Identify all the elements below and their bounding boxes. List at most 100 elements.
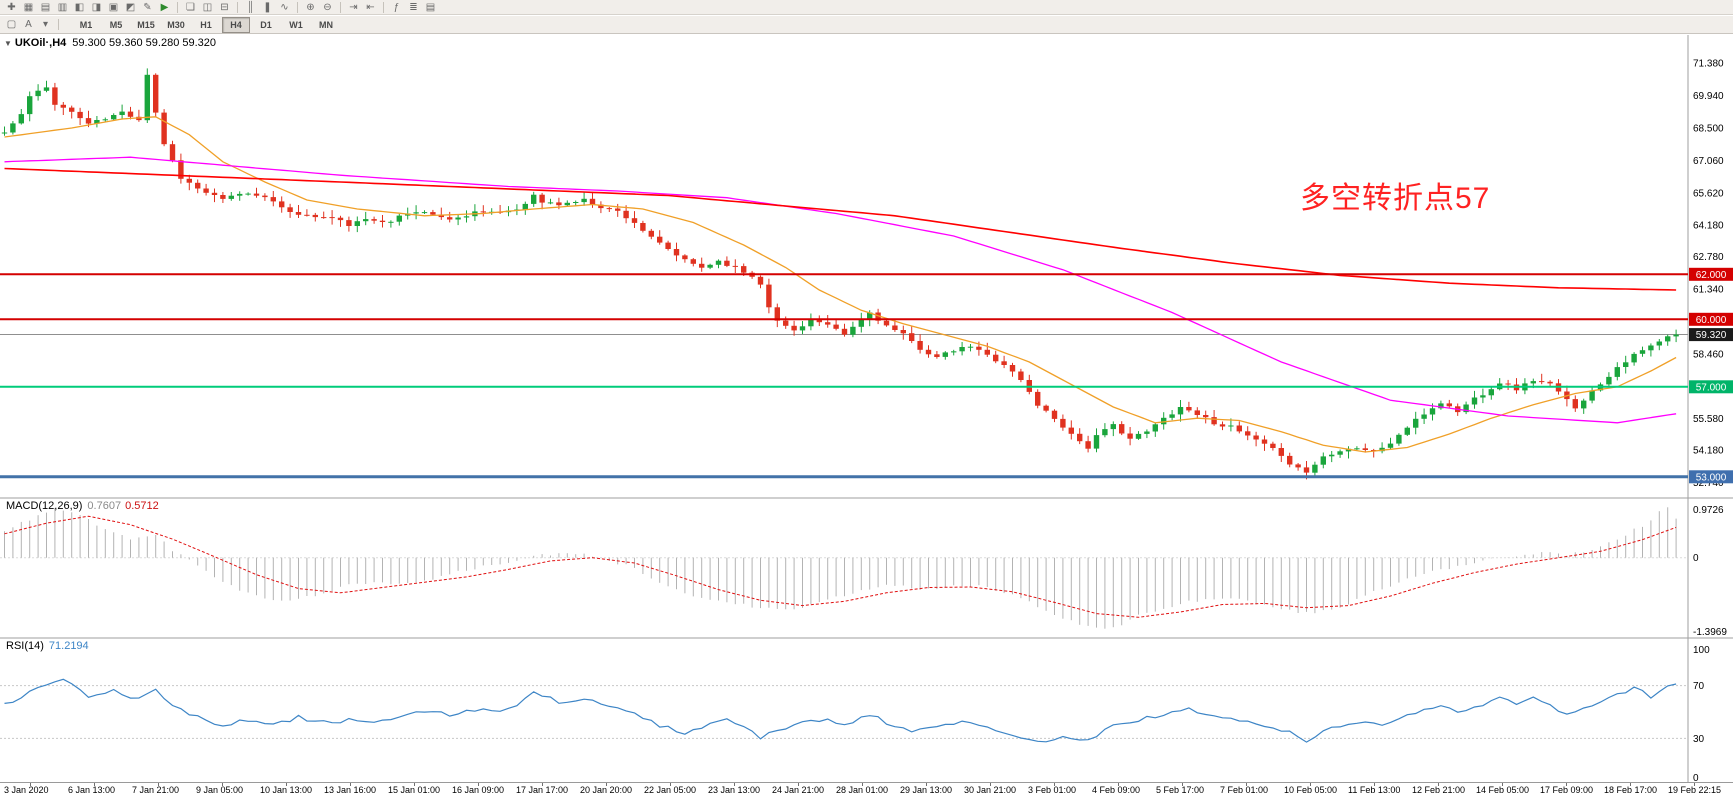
shapes-dropdown-icon[interactable]: ▾ [42,19,49,30]
time-label: 15 Jan 01:00 [388,785,441,795]
rsi-axis-label: 30 [1693,734,1705,745]
time-label: 13 Jan 16:00 [324,785,377,795]
macd-name: MACD(12,26,9) [6,500,83,512]
time-label: 22 Jan 05:00 [644,785,697,795]
toolbar-separator [340,1,341,13]
price-badge [1689,312,1733,326]
time-label: 16 Jan 09:00 [452,785,505,795]
price-axis-label: 71.380 [1693,59,1724,70]
text-tool-icon[interactable]: A [25,19,32,30]
cascade-windows-icon[interactable]: ❏ [186,1,195,13]
timeframe-m1[interactable]: M1 [79,19,93,30]
time-tick [286,783,287,786]
time-tick [94,783,95,786]
tile-windows-icon[interactable]: ◫ [202,1,213,13]
time-label: 10 Feb 05:00 [1284,785,1338,795]
time-label: 7 Jan 21:00 [132,785,180,795]
periods-icon[interactable]: ≣ [409,1,418,13]
time-label: 6 Jan 13:00 [68,785,116,795]
timeframe-h4[interactable]: H4 [222,16,250,33]
time-label: 28 Jan 01:00 [836,785,889,795]
rsi-axis-label: 0 [1693,773,1699,782]
price-axis-label: 62.780 [1693,252,1724,263]
timeframe-w1[interactable]: W1 [289,19,303,30]
macd-axis-label: 0 [1693,553,1699,564]
price-badge-text: 60.000 [1696,315,1727,326]
price-axis-label: 68.500 [1693,124,1724,135]
line-chart-icon[interactable]: ∿ [280,1,289,13]
toolbar-standard: ✚ ▦ ▤ ▥ ◧ ◨ ▣ ◩ ✎ ▶ ❏ ◫ ⊟ ║ ❚ ∿ ⊕ ⊖ ⇥ ⇤ ƒ ≣ ▤ [0,0,1733,15]
metaeditor-icon[interactable]: ✎ [143,1,152,13]
time-tick [222,783,223,786]
bar-chart-icon[interactable]: ║ [246,1,255,13]
macd-main-value: 0.7607 [87,500,122,512]
navigator-icon[interactable]: ◨ [91,1,102,13]
time-label: 4 Feb 09:00 [1092,785,1141,795]
new-order-icon[interactable]: ✚ [7,1,16,13]
time-axis[interactable]: 3 Jan 2020 6 Jan 13:00 7 Jan 21:00 9 Jan 05… [0,782,1733,797]
chevron-down-icon[interactable]: ▼ [4,39,12,48]
time-tick [414,783,415,786]
time-tick [926,783,927,786]
price-axis-label: 54.180 [1693,446,1724,457]
chart-window[interactable]: 71.380 69.940 68.500 67.060 65.620 64.180 62.7… [0,35,1733,782]
time-tick [1054,783,1055,786]
time-tick [1118,783,1119,786]
time-label: 3 Jan 2020 [4,785,49,795]
time-tick [798,783,799,786]
time-label: 17 Jan 17:00 [516,785,569,795]
price-badge [1689,328,1733,342]
time-label: 23 Jan 13:00 [708,785,761,795]
time-tick [1566,783,1567,786]
timeframe-m30[interactable]: M30 [167,19,185,30]
time-label: 20 Jan 20:00 [580,785,633,795]
market-watch-icon[interactable]: ▥ [57,1,68,13]
chart-shift-icon[interactable]: ⇤ [366,1,375,13]
price-axis-label: 64.180 [1693,221,1724,232]
price-badge [1689,380,1733,394]
time-label: 12 Feb 21:00 [1412,785,1466,795]
autotrading-icon[interactable]: ▶ [160,1,169,13]
time-tick [1630,783,1631,786]
terminal-icon[interactable]: ▣ [108,1,119,13]
timeframe-mn[interactable]: MN [319,19,333,30]
chart-canvas[interactable]: 71.380 69.940 68.500 67.060 65.620 64.180 62.7… [0,35,1733,782]
candlestick-chart-icon[interactable]: ❚ [263,1,272,13]
price-axis-label: 55.580 [1693,414,1724,425]
rsi-label: RSI(14) 71.2194 [6,640,89,652]
time-label: 14 Feb 05:00 [1476,785,1530,795]
toolbar-separator [383,1,384,13]
candlestick-series [1,68,1679,480]
time-label: 10 Jan 13:00 [260,785,313,795]
time-tick [1694,783,1695,786]
zoom-in-icon[interactable]: ⊕ [306,1,315,13]
time-tick [606,783,607,786]
time-tick [1182,783,1183,786]
time-label: 9 Jan 05:00 [196,785,244,795]
time-label: 29 Jan 13:00 [900,785,953,795]
timeframe-m5[interactable]: M5 [109,19,123,30]
time-tick [158,783,159,786]
rsi-axis-label: 100 [1693,645,1710,656]
timeframe-m15[interactable]: M15 [137,19,155,30]
timeframe-d1[interactable]: D1 [260,19,272,30]
cursor-icon[interactable]: ▢ [6,19,17,30]
arrange-windows-icon[interactable]: ⊟ [220,1,229,13]
time-tick [1502,783,1503,786]
timeframe-h1[interactable]: H1 [200,19,212,30]
templates-icon[interactable]: ▤ [425,1,436,13]
indicators-icon[interactable]: ƒ [393,1,400,13]
zoom-out-icon[interactable]: ⊖ [323,1,332,13]
auto-scroll-icon[interactable]: ⇥ [349,1,358,13]
data-window-icon[interactable]: ◧ [74,1,85,13]
macd-signal-value: 0.5712 [125,500,159,512]
new-chart-icon[interactable]: ▦ [23,1,34,13]
strategy-tester-icon[interactable]: ◩ [125,1,136,13]
price-axis-label: 69.940 [1693,91,1724,102]
price-badge-text: 53.000 [1696,472,1727,483]
price-axis-label: 67.060 [1693,156,1724,167]
chart-annotation-text[interactable]: 多空转折点57 [1300,182,1491,215]
profiles-icon[interactable]: ▤ [40,1,51,13]
macd-axis-label: 0.9726 [1693,505,1724,516]
price-badge [1689,267,1733,281]
